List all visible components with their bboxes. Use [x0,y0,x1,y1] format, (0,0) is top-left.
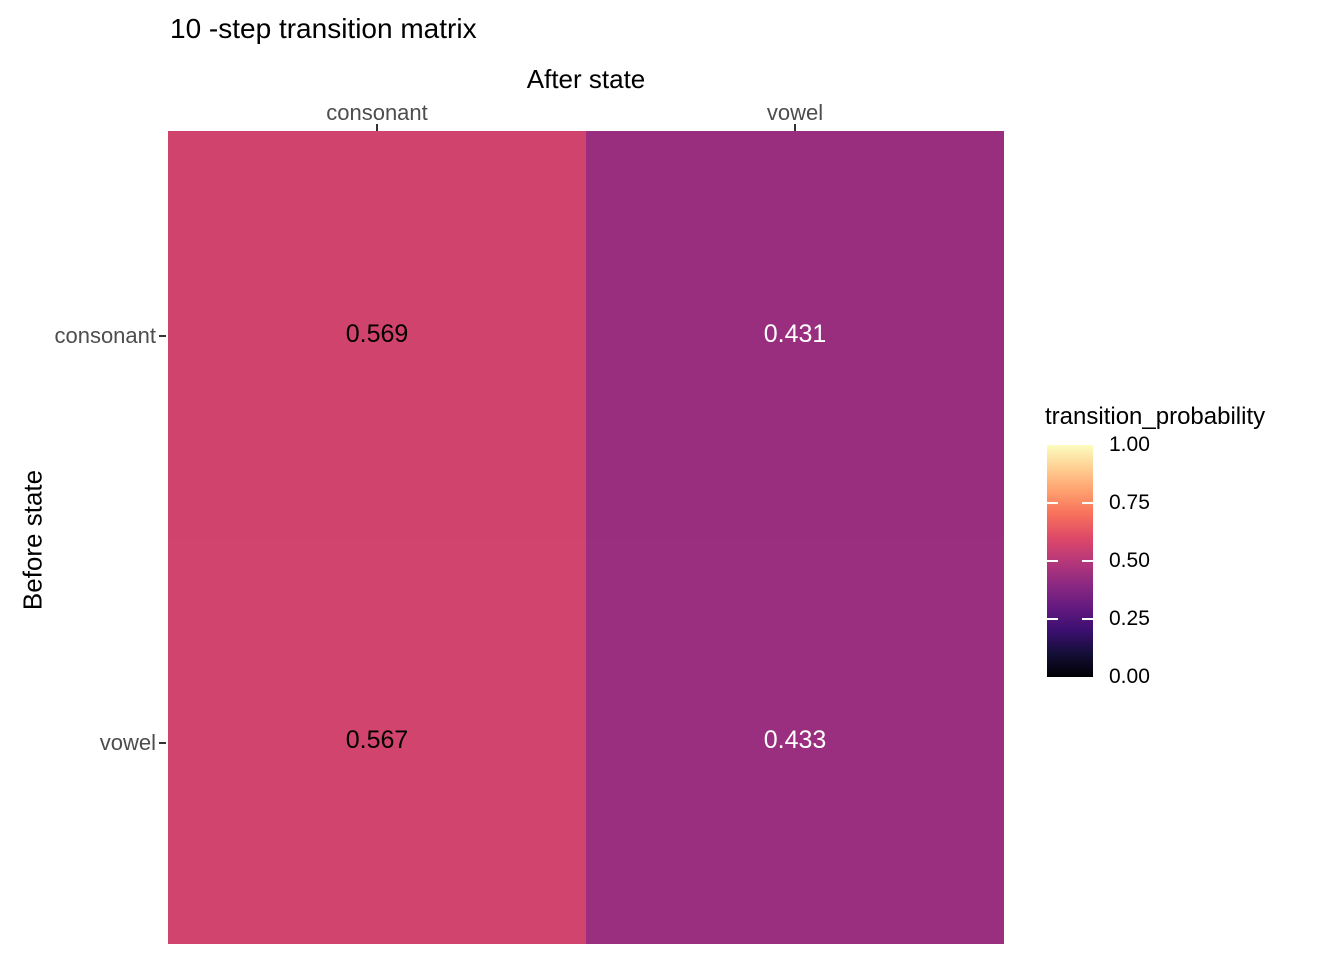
legend-tick-dash [1047,618,1058,620]
y-tick-mark [159,742,166,744]
legend-tick-dash [1047,502,1058,504]
legend-tick-label: 0.75 [1109,491,1150,514]
legend-tick-dash [1082,560,1093,562]
legend-tick-dash [1082,618,1093,620]
x-tick-label-vowel: vowel [766,100,824,125]
y-axis-title: Before state [17,469,48,611]
legend-tick-labels: 1.00 0.75 0.50 0.25 0.00 [1109,433,1189,688]
heatmap-plot: 0.569 0.431 0.567 0.433 [168,131,1004,944]
cell-value-label: 0.431 [763,319,827,348]
x-tick-mark [376,124,378,131]
y-tick-label-consonant: consonant [54,323,156,348]
legend-title: transition_probability [1045,403,1266,430]
legend-tick-dash [1047,560,1058,562]
legend-tick-dash [1082,502,1093,504]
y-tick-mark [159,335,166,337]
legend-colorbar [1047,445,1093,677]
y-tick-label-vowel: vowel [99,730,156,755]
cell-value-label: 0.433 [763,726,827,755]
heatmap-cell-vowel-consonant: 0.567 [168,537,586,944]
cell-value-label: 0.567 [345,726,409,755]
heatmap-cell-consonant-vowel: 0.431 [586,131,1004,538]
heatmap-cell-consonant-consonant: 0.569 [168,131,586,538]
x-axis-title: After state [526,64,646,94]
legend-tick-label: 0.25 [1109,607,1150,630]
x-tick-mark [794,124,796,131]
x-tick-label-consonant: consonant [326,100,428,125]
chart-title: 10 -step transition matrix [170,13,477,44]
heatmap-cell-vowel-vowel: 0.433 [586,537,1004,944]
legend-tick-label: 1.00 [1109,433,1150,456]
legend-tick-label: 0.00 [1109,665,1150,688]
cell-value-label: 0.569 [345,319,409,348]
legend-tick-label: 0.50 [1109,549,1150,572]
